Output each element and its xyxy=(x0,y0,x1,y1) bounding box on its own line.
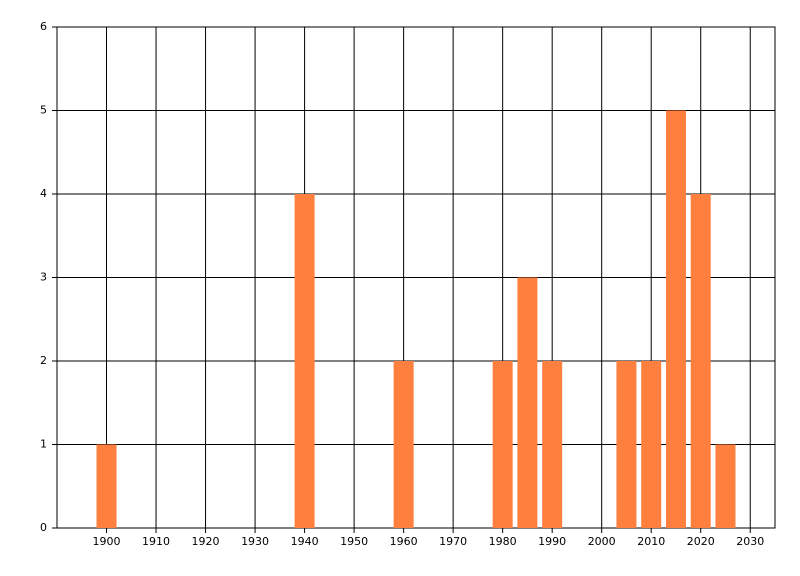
bar xyxy=(393,361,414,528)
bar xyxy=(665,110,686,528)
x-tick-label: 1940 xyxy=(291,535,319,548)
x-tick-label: 1980 xyxy=(489,535,517,548)
x-tick-label: 1910 xyxy=(142,535,170,548)
bar xyxy=(96,444,117,528)
x-tick-label: 1970 xyxy=(439,535,467,548)
x-tick-label: 1900 xyxy=(93,535,121,548)
y-tick-label: 5 xyxy=(40,104,47,117)
y-tick-label: 0 xyxy=(40,521,47,534)
x-tick-label: 2010 xyxy=(637,535,665,548)
x-tick-label: 2030 xyxy=(736,535,764,548)
bar xyxy=(641,361,662,528)
x-tick-label: 2020 xyxy=(687,535,715,548)
x-tick-label: 1920 xyxy=(192,535,220,548)
y-tick-label: 4 xyxy=(40,187,47,200)
x-tick-label: 2000 xyxy=(588,535,616,548)
bar xyxy=(542,361,563,528)
bar xyxy=(715,444,736,528)
x-tick-label: 1950 xyxy=(340,535,368,548)
y-tick-label: 6 xyxy=(40,20,47,33)
y-tick-label: 2 xyxy=(40,354,47,367)
x-tick-label: 1990 xyxy=(538,535,566,548)
bar xyxy=(517,277,538,528)
bar xyxy=(690,194,711,528)
bar xyxy=(492,361,513,528)
x-tick-label: 1960 xyxy=(390,535,418,548)
x-tick-label: 1930 xyxy=(241,535,269,548)
bar xyxy=(294,194,315,528)
y-tick-label: 1 xyxy=(40,438,47,451)
y-tick-label: 3 xyxy=(40,271,47,284)
bar xyxy=(616,361,637,528)
